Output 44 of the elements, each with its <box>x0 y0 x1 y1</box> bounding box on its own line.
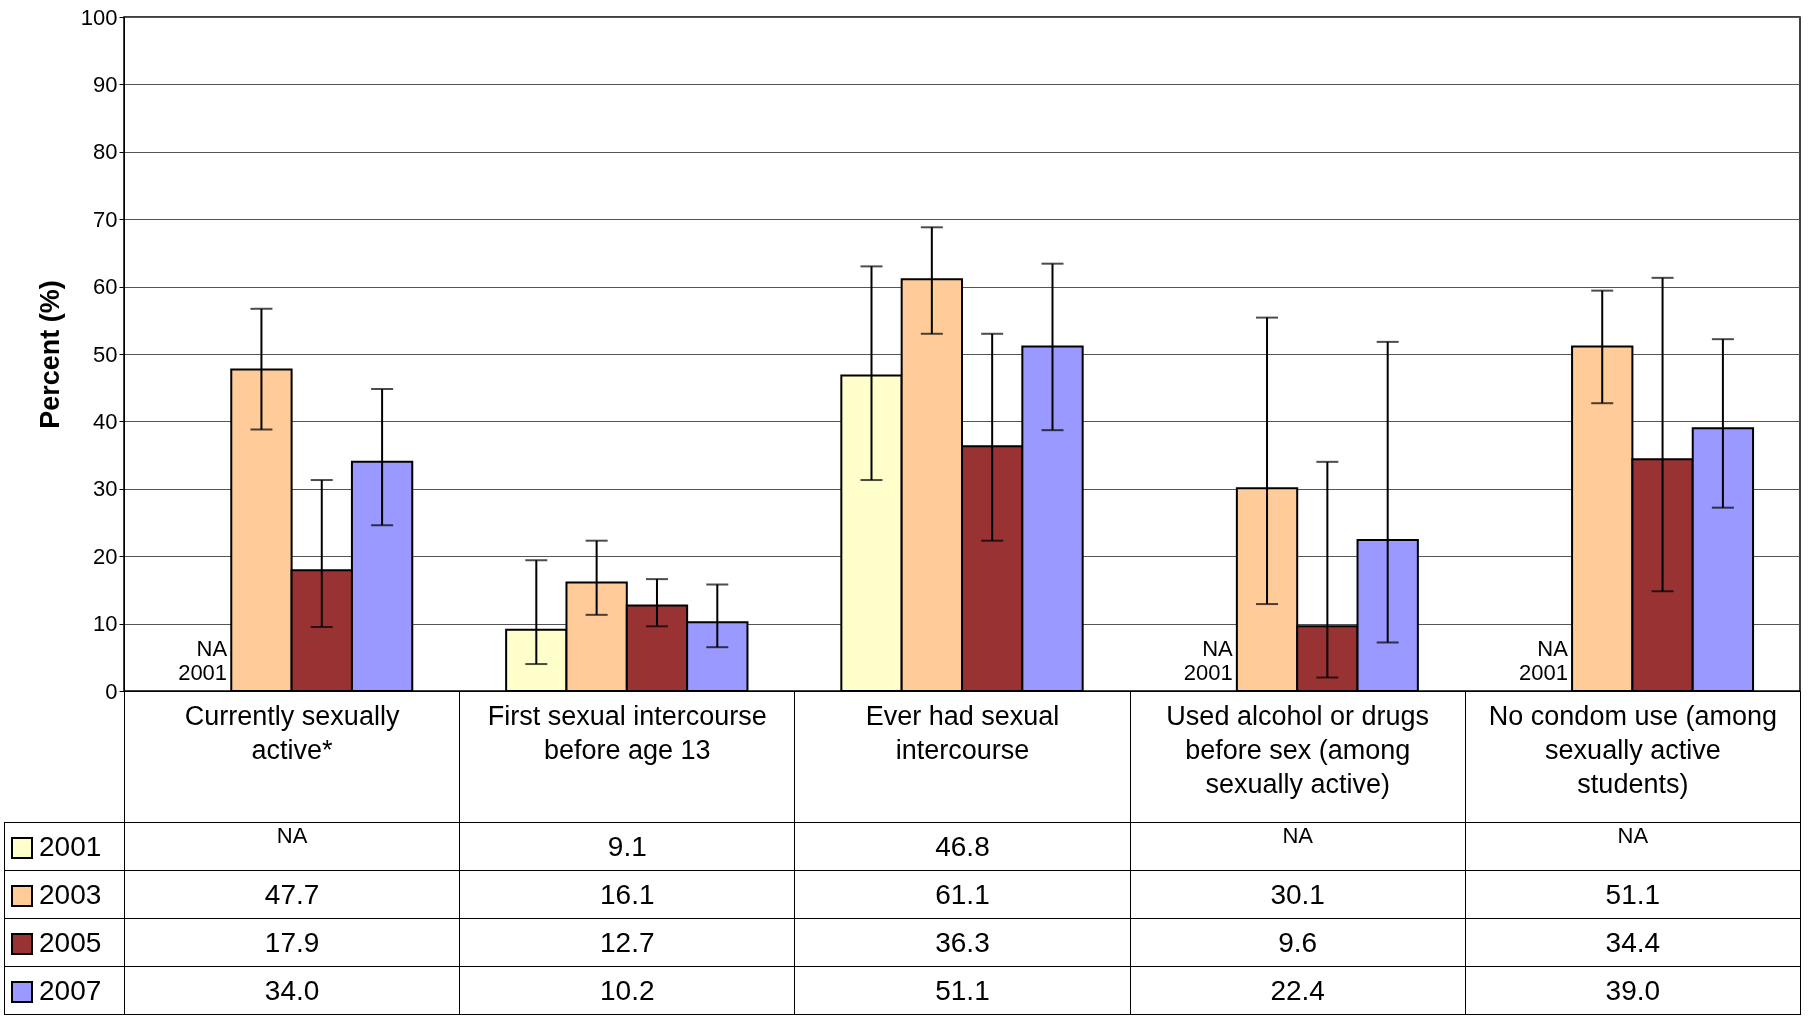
data-label: 16.1 <box>459 870 795 919</box>
legend-label: 2005 <box>4 918 125 967</box>
data-label: 9.6 <box>1130 918 1466 967</box>
text: NA <box>276 823 308 848</box>
legend-label: 2003 <box>4 870 125 919</box>
data-label: 51.1 <box>1465 870 1801 919</box>
legend-label: 2001 <box>4 822 125 871</box>
legend-label: 2007 <box>4 966 125 1015</box>
y-tick-label: 10 <box>93 611 118 637</box>
data-label: 36.3 <box>794 918 1131 967</box>
data-label: 10.2 <box>459 966 795 1015</box>
x-tick-label: Used alcohol or drugs before sex (among sexually active) <box>1166 700 1430 799</box>
x-tick-label: No condom use (among sexually active students) <box>1488 700 1777 799</box>
y-tick-label: 90 <box>93 71 118 97</box>
annotation: NA 2001 <box>1183 636 1234 685</box>
x-tick-label: Ever had sexual intercourse <box>865 700 1060 765</box>
y-tick-label: 70 <box>93 206 118 232</box>
y-tick-label: 20 <box>93 543 118 569</box>
x-tick-label: Currently sexually active* <box>184 700 400 765</box>
text: NA <box>1617 823 1649 848</box>
data-label: 46.8 <box>794 822 1131 871</box>
data-label: 12.7 <box>459 918 795 967</box>
data-label: 47.7 <box>124 870 460 919</box>
y-tick-label: 60 <box>93 274 118 300</box>
data-label: 34.0 <box>124 966 460 1015</box>
y-tick-label: 80 <box>93 139 118 165</box>
data-label: 9.1 <box>459 822 795 871</box>
y-tick-label: 100 <box>80 4 118 30</box>
x-tick-label: First sexual intercourse before age 13 <box>487 700 767 765</box>
data-label: 61.1 <box>794 870 1131 919</box>
y-tick-label: 30 <box>93 476 118 502</box>
data-label: 39.0 <box>1465 966 1801 1015</box>
text: NA <box>1282 823 1313 848</box>
y-tick-label: 40 <box>93 408 118 434</box>
data-label: 51.1 <box>794 966 1131 1015</box>
data-label: 22.4 <box>1130 966 1466 1015</box>
data-label: 30.1 <box>1130 870 1466 919</box>
annotation: NA 2001 <box>1518 636 1569 685</box>
y-axis-title: Percent (%) <box>34 280 65 429</box>
y-tick-label: 0 <box>105 678 118 704</box>
annotation: NA 2001 <box>178 636 228 685</box>
data-label: 17.9 <box>124 918 460 967</box>
data-label: 34.4 <box>1465 918 1801 967</box>
y-tick-label: 50 <box>93 341 118 367</box>
